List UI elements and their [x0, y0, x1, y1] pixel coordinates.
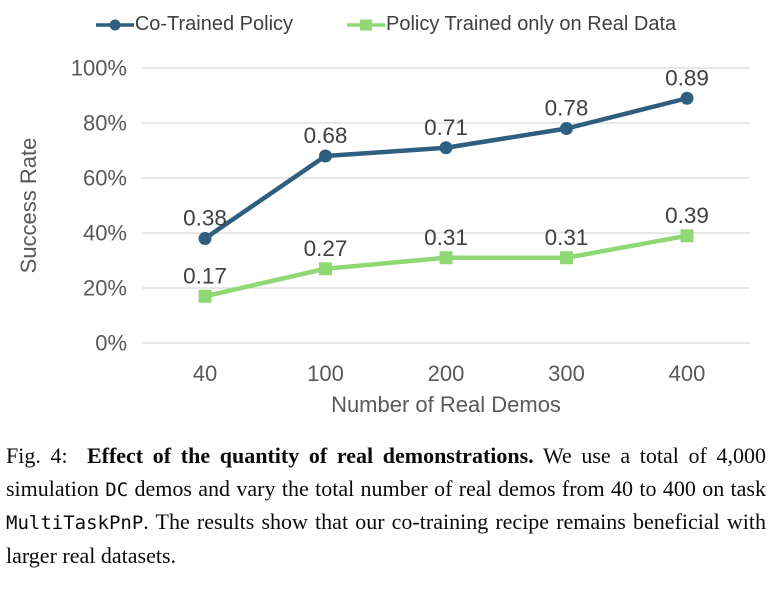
figure-caption: Fig. 4: Effect of the quantity of real d… [0, 440, 772, 572]
x-tick-label: 400 [669, 361, 706, 386]
x-tick-label: 40 [193, 361, 217, 386]
caption-segment: Fig. 4: [6, 443, 87, 468]
data-label-policy-trained-only-on-real-data: 0.39 [665, 203, 709, 228]
y-tick-label: 100% [71, 56, 127, 81]
line-circle-marker-icon [95, 19, 134, 30]
data-point-marker-co-trained-policy [198, 232, 212, 245]
data-point-marker-policy-trained-only-on-real-data [198, 289, 212, 303]
caption-segment: We use a total of 4,000 simulation [6, 443, 767, 501]
line-square-marker-icon [347, 19, 386, 30]
data-label-co-trained-policy: 0.71 [424, 115, 468, 140]
data-point-marker-co-trained-policy [439, 141, 453, 155]
y-tick-label: 60% [83, 166, 127, 191]
y-tick-label: 80% [83, 111, 127, 136]
data-label-policy-trained-only-on-real-data: 0.31 [545, 225, 589, 250]
data-label-co-trained-policy: 0.89 [665, 65, 709, 90]
data-label-co-trained-policy: 0.38 [183, 206, 227, 231]
legend-label-co-trained-policy: Co-Trained Policy [134, 13, 294, 35]
x-axis-title: Number of Real Demos [331, 392, 561, 417]
caption-segment: MultiTaskPnP [6, 512, 144, 534]
chart-legend: Co-Trained Policy Policy Trained only on… [0, 13, 772, 36]
x-tick-label: 100 [307, 361, 344, 386]
legend-item-co-trained-policy: Co-Trained Policy [95, 13, 294, 36]
y-tick-label: 40% [83, 221, 127, 246]
legend-item-real-only-policy: Policy Trained only on Real Data [347, 13, 676, 36]
data-point-marker-policy-trained-only-on-real-data [560, 251, 573, 265]
data-label-co-trained-policy: 0.78 [545, 96, 589, 121]
y-axis-title: Success Rate [16, 138, 41, 274]
caption-segment: . The results show that our co-training … [6, 509, 766, 568]
data-label-policy-trained-only-on-real-data: 0.31 [424, 225, 468, 250]
caption-segment: demos and vary the total number of real … [128, 475, 766, 501]
data-point-marker-policy-trained-only-on-real-data [680, 229, 694, 243]
gridlines [142, 67, 750, 344]
data-point-marker-co-trained-policy [560, 122, 573, 135]
data-point-marker-co-trained-policy [680, 91, 694, 105]
caption-segment: Effect of the quantity of real demonstra… [86, 443, 534, 468]
y-tick-label: 0% [95, 331, 127, 356]
y-axis-tick-labels: 0% 20% 40% 60% 80% 100% [71, 56, 127, 356]
x-axis-tick-labels: 40 100 200 300 400 [193, 361, 706, 386]
data-point-marker-policy-trained-only-on-real-data [319, 262, 332, 276]
x-tick-label: 300 [548, 361, 585, 386]
line-chart-plot: 0% 20% 40% 60% 80% 100% 40 100 200 300 400 Number o… [16, 56, 750, 417]
x-tick-label: 200 [428, 361, 465, 386]
data-label-policy-trained-only-on-real-data: 0.17 [183, 263, 227, 288]
y-tick-label: 20% [83, 276, 127, 301]
data-label-co-trained-policy: 0.68 [304, 123, 348, 148]
data-point-marker-co-trained-policy [319, 149, 332, 163]
data-point-marker-policy-trained-only-on-real-data [439, 251, 453, 265]
legend-label-real-only-policy: Policy Trained only on Real Data [386, 13, 677, 35]
data-label-policy-trained-only-on-real-data: 0.27 [304, 236, 348, 261]
caption-segment: DC [105, 478, 129, 501]
